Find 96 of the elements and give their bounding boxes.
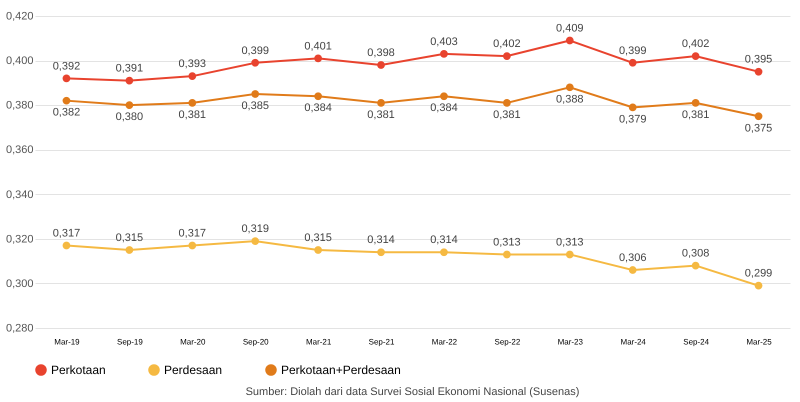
text: Sumber: Diolah dari data Survei Sosial Ekonomi Nasional (Susenas) (246, 386, 580, 398)
data-label: 0,380 (116, 111, 144, 124)
data-label: 0,381 (178, 108, 206, 121)
data-label: 0,382 (52, 106, 80, 119)
data-label: 0,388 (556, 93, 584, 106)
data-label: 0,306 (618, 252, 646, 264)
point (754, 112, 762, 120)
point (251, 90, 260, 98)
x-tick-label: Mar-22 (432, 338, 458, 346)
x-tick-label: Sep-20 (242, 338, 270, 346)
data-label: 0,381 (493, 108, 521, 121)
legend-label: Perkotaan (51, 363, 106, 377)
data-label: 0,317 (52, 228, 80, 240)
data-label: 0,401 (304, 40, 332, 52)
data-label: 0,308 (682, 248, 710, 260)
point (188, 242, 196, 250)
point (62, 242, 70, 250)
data-label: 0,399 (241, 44, 269, 57)
data-label: 0,384 (304, 102, 332, 114)
data-label: 0,402 (682, 38, 710, 50)
x-tick-label: Sep-24 (683, 338, 710, 346)
data-label: 0,381 (367, 108, 395, 121)
data-label: 0,313 (493, 236, 521, 248)
point (628, 266, 637, 274)
data-label: 0,393 (178, 58, 206, 70)
x-tick-label: Mar-25 (746, 338, 772, 346)
legend-label: Perdesaan (164, 363, 222, 377)
point (377, 99, 385, 107)
x-tick-label: Mar-20 (180, 338, 206, 346)
point (628, 104, 637, 112)
point (566, 83, 574, 92)
x-tick-label: Mar-21 (306, 338, 332, 346)
data-label: 0,319 (241, 223, 269, 236)
point (377, 248, 385, 256)
point (628, 58, 637, 67)
point (62, 96, 70, 105)
x-tick-label: Mar-23 (558, 338, 584, 346)
y-tick-label: 0,300 (6, 278, 34, 290)
point (126, 101, 134, 110)
data-label: 0,402 (493, 38, 521, 50)
data-label: 0,399 (618, 44, 646, 57)
data-label: 0,379 (618, 113, 646, 126)
data-label: 0,314 (367, 234, 395, 246)
data-label: 0,315 (116, 232, 144, 244)
y-tick-label: 0,280 (6, 322, 34, 334)
point (440, 50, 448, 58)
point (126, 76, 134, 84)
data-label: 0,409 (556, 22, 584, 35)
y-tick-label: 0,360 (6, 144, 34, 156)
point (440, 248, 448, 256)
x-tick-label: Sep-19 (116, 338, 144, 346)
data-label: 0,384 (430, 102, 458, 114)
y-tick-label: 0,380 (6, 100, 34, 112)
data-label: 0,381 (682, 108, 710, 121)
point (754, 68, 762, 76)
point (62, 74, 70, 82)
x-tick-label: Mar-19 (54, 338, 80, 346)
point (692, 262, 700, 270)
y-tick-label: 0,340 (6, 188, 34, 201)
point (440, 92, 448, 100)
point (314, 92, 322, 100)
y-tick-label: 0,420 (6, 10, 34, 22)
point (754, 282, 762, 290)
data-label: 0,392 (52, 60, 80, 72)
x-tick-label: Sep-21 (368, 338, 395, 346)
point (566, 250, 574, 258)
data-label: 0,385 (241, 100, 269, 112)
data-label: 0,317 (178, 228, 206, 240)
point (692, 52, 700, 60)
point (314, 54, 322, 62)
legend-label: Perkotaan+Perdesaan (281, 363, 401, 377)
point (503, 250, 511, 258)
x-tick-label: Sep-22 (494, 338, 521, 346)
data-label: 0,299 (744, 268, 772, 280)
point (566, 36, 574, 44)
y-tick-label: 0,400 (6, 55, 34, 68)
point (377, 61, 385, 69)
point (188, 72, 196, 80)
point (251, 237, 260, 245)
point (251, 58, 260, 67)
y-tick-label: 0,320 (6, 233, 34, 246)
point (188, 99, 196, 107)
x-tick-label: Mar-24 (620, 338, 646, 346)
data-label: 0,391 (116, 62, 144, 75)
point (314, 246, 322, 254)
data-label: 0,315 (304, 232, 332, 244)
point (503, 52, 511, 60)
data-label: 0,313 (556, 236, 584, 248)
data-label: 0,395 (744, 54, 772, 66)
point (503, 99, 511, 107)
data-label: 0,398 (367, 47, 395, 60)
data-label: 0,314 (430, 234, 458, 246)
point (692, 99, 700, 107)
data-label: 0,403 (430, 36, 458, 48)
point (126, 246, 134, 254)
data-label: 0,375 (744, 122, 772, 134)
